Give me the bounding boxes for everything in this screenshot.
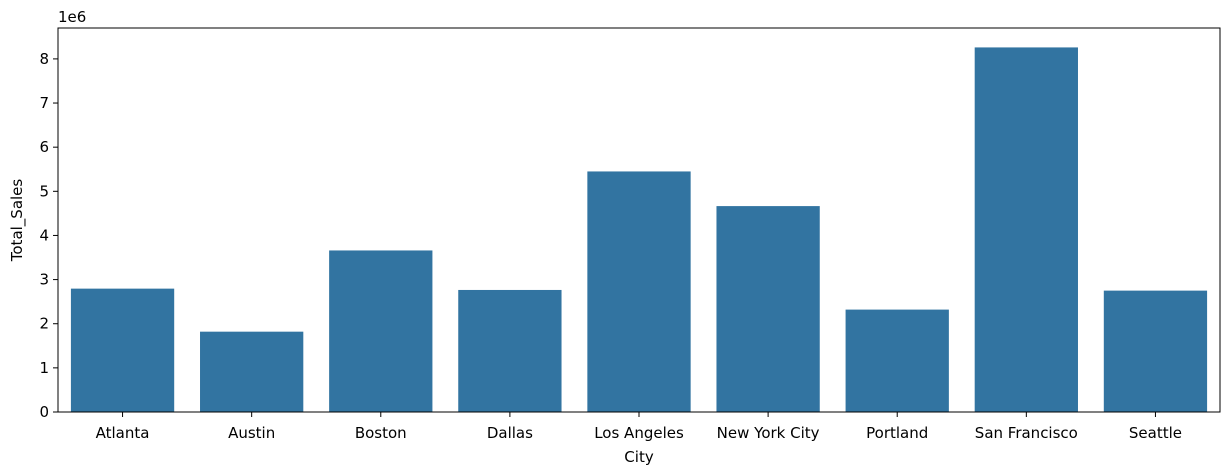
x-tick-label: New York City <box>717 424 820 442</box>
x-tick-label: Los Angeles <box>594 424 684 442</box>
y-offset-label: 1e6 <box>58 8 86 26</box>
x-tick-label: Dallas <box>487 424 533 442</box>
y-tick-label: 4 <box>39 226 49 244</box>
y-tick-label: 2 <box>39 315 49 333</box>
bar-los-angeles <box>587 171 691 412</box>
plot-frame <box>57 27 1221 413</box>
y-tick-label: 3 <box>39 271 49 289</box>
x-tick-label: Portland <box>866 424 928 442</box>
bar-dallas <box>458 289 562 412</box>
bar-new-york-city <box>716 206 820 412</box>
bar-boston <box>329 250 433 412</box>
x-tick-label: Atlanta <box>96 424 150 442</box>
x-tick-label: San Francisco <box>975 424 1078 442</box>
x-tick-label: Austin <box>228 424 275 442</box>
bar-atlanta <box>70 288 175 412</box>
y-tick-label: 5 <box>39 182 49 200</box>
bar-portland <box>845 309 949 412</box>
y-axis-label: Total_Sales <box>8 179 27 263</box>
y-tick-label: 1 <box>39 359 49 377</box>
y-axis: 0 1 2 3 4 5 6 7 8 <box>39 50 58 421</box>
bar-seattle <box>1103 290 1208 412</box>
x-tick-label: Seattle <box>1129 424 1182 442</box>
y-tick-label: 8 <box>39 50 49 68</box>
bars-group <box>70 47 1208 413</box>
y-tick-label: 0 <box>39 403 49 421</box>
y-tick-label: 7 <box>39 94 49 112</box>
x-tick-label: Boston <box>355 424 407 442</box>
x-axis-label: City <box>624 448 654 466</box>
bar-san-francisco <box>974 47 1078 413</box>
y-tick-label: 6 <box>39 138 49 156</box>
bar-austin <box>200 331 304 412</box>
x-axis: Atlanta Austin Boston Dallas Los Angeles New … <box>96 412 1182 442</box>
